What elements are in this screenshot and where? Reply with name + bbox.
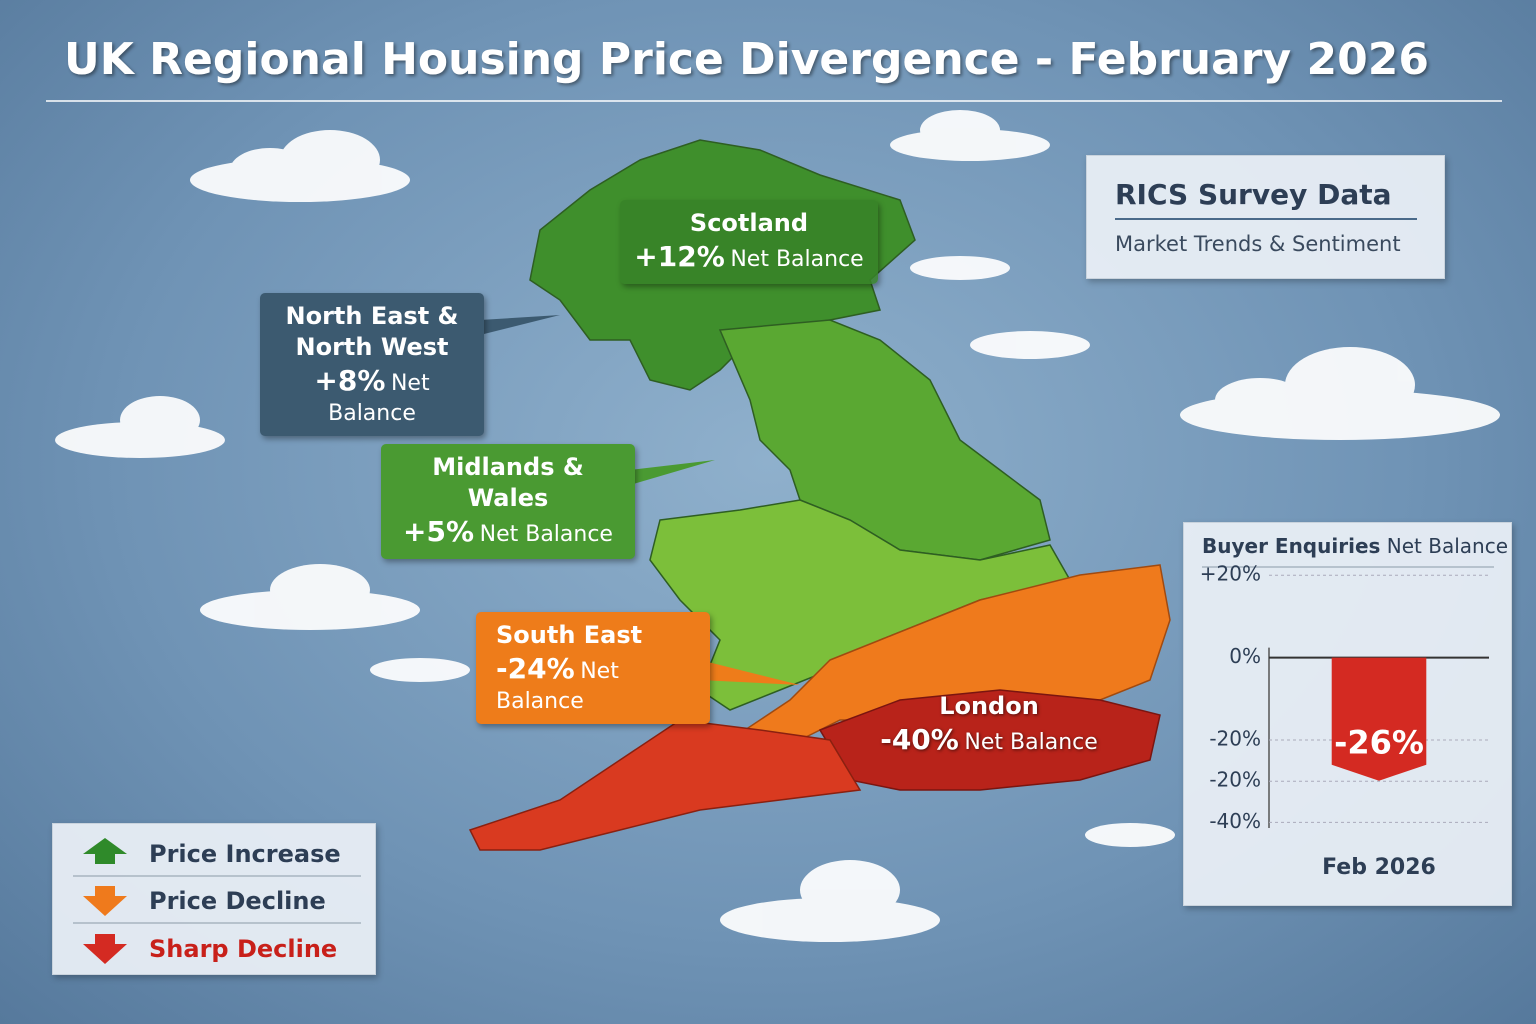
legend: Price Increase Price Decline Sharp Decli… [52, 823, 376, 975]
region-unit: Net Balance [496, 659, 619, 714]
legend-label: Price Decline [149, 887, 326, 915]
title-rule [46, 100, 1502, 102]
south-west-shape [468, 719, 862, 851]
bar [1331, 657, 1427, 781]
region-value: +5% [403, 515, 475, 549]
region-value: -24% [496, 652, 575, 686]
x-tick-label: Feb 2026 [1322, 855, 1436, 880]
region-name: Scotland [689, 209, 809, 237]
callout-south-east: South East -24% Net Balance [476, 612, 710, 725]
callout-midlands: Midlands & Wales +5% Net Balance [381, 444, 635, 559]
y-tick-label: -20% [1209, 768, 1261, 792]
callout-scotland: Scotland +12% Net Balance [620, 200, 878, 284]
info-subtitle: Market Trends & Sentiment [1115, 232, 1401, 256]
legend-label: Sharp Decline [149, 935, 338, 963]
info-panel: RICS Survey Data Market Trends & Sentime… [1086, 155, 1445, 279]
region-unit: Net Balance [479, 522, 613, 548]
y-tick-label: 0% [1229, 644, 1261, 668]
region-unit: Net Balance [328, 371, 430, 426]
chart-title-main: Buyer Enquiries [1202, 534, 1380, 558]
region-value: +8% [314, 364, 386, 398]
info-rule [1115, 218, 1417, 220]
region-unit: Net Balance [964, 730, 1098, 756]
north-shape [718, 319, 1051, 561]
london-shape [818, 689, 1161, 791]
legend-label: Price Increase [149, 840, 341, 868]
legend-icons [73, 838, 361, 964]
region-name: London [939, 692, 1039, 720]
callout-london: London -40% Net Balance [860, 683, 1118, 767]
chart-title: Buyer Enquiries Net Balance [1202, 534, 1508, 558]
chart-subtitle: Net Balance [1387, 534, 1508, 558]
page-title: UK Regional Housing Price Divergence - F… [64, 34, 1429, 85]
region-value: -40% [880, 723, 959, 757]
region-name: South East [496, 621, 643, 649]
pointers [480, 315, 800, 685]
y-tick-label: -40% [1209, 809, 1261, 833]
y-tick-label: -20% [1209, 727, 1261, 751]
region-name: Midlands & Wales [432, 453, 584, 513]
region-unit: Net Balance [730, 247, 864, 273]
region-value: +12% [634, 240, 725, 274]
chart: Buyer Enquiries Net Balance +20% 0% -20% -2… [1200, 534, 1508, 880]
y-tick-label: +20% [1200, 562, 1261, 586]
clouds [55, 110, 1500, 942]
callout-north: North East & North West +8% Net Balance [260, 293, 484, 437]
region-name: North East & North West [285, 302, 459, 362]
value-label: -26% [1334, 724, 1424, 762]
chart-panel: Buyer Enquiries Net Balance +20% 0% -20% -2… [1183, 522, 1512, 906]
info-title: RICS Survey Data [1115, 178, 1392, 211]
